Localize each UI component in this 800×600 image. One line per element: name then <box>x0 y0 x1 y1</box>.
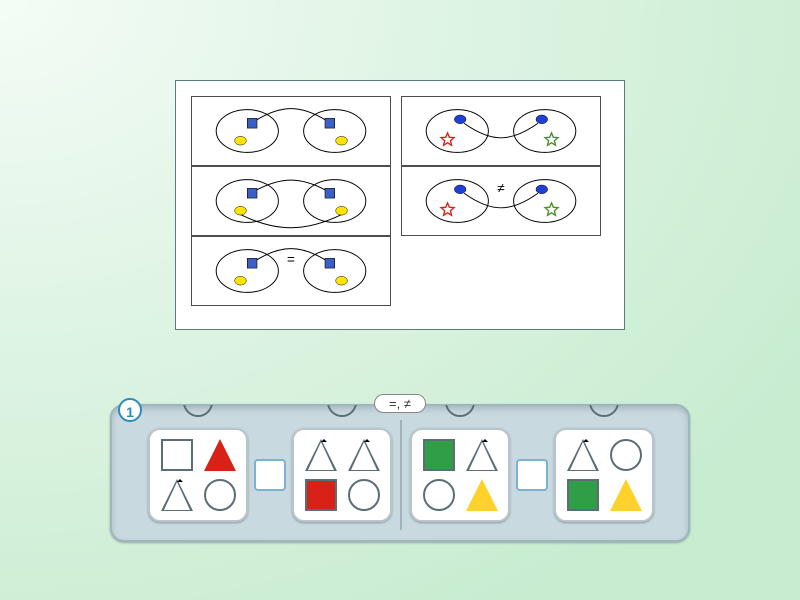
answer-input-box[interactable] <box>516 459 548 491</box>
triangle-icon <box>161 479 193 511</box>
pair-separator <box>400 420 402 530</box>
top-examples-box: =≠ <box>175 80 625 330</box>
square-icon <box>305 479 337 511</box>
svg-text:≠: ≠ <box>497 180 505 195</box>
square-icon <box>423 439 455 471</box>
exercise-panel-1: 1 =, ≠ <box>110 392 690 542</box>
triangle-icon <box>567 439 599 471</box>
triangle-icon <box>610 479 642 511</box>
svg-text:=: = <box>287 252 295 267</box>
set-card <box>554 428 654 522</box>
card-notch-icon <box>445 405 475 419</box>
triangle-icon <box>466 439 498 471</box>
triangle-icon <box>204 439 236 471</box>
circle-icon <box>204 479 236 511</box>
example-cell: = <box>191 236 391 306</box>
circle-icon <box>610 439 642 471</box>
answer-input-box[interactable] <box>254 459 286 491</box>
card-notch-icon <box>327 405 357 419</box>
circle-icon <box>348 479 380 511</box>
card-notch-icon <box>589 405 619 419</box>
square-icon <box>161 439 193 471</box>
exercise-hint-tab: =, ≠ <box>374 394 426 413</box>
example-cell <box>191 166 391 236</box>
triangle-icon <box>466 479 498 511</box>
example-cell <box>191 96 391 166</box>
card-notch-icon <box>183 405 213 419</box>
example-cell: ≠ <box>401 166 601 236</box>
square-icon <box>567 479 599 511</box>
exercise-number-badge: 1 <box>118 398 142 422</box>
exercise-cards-row <box>148 420 674 530</box>
triangle-icon <box>305 439 337 471</box>
set-card <box>410 428 510 522</box>
triangle-icon <box>348 439 380 471</box>
circle-icon <box>423 479 455 511</box>
set-card <box>292 428 392 522</box>
example-cell <box>401 96 601 166</box>
set-card <box>148 428 248 522</box>
